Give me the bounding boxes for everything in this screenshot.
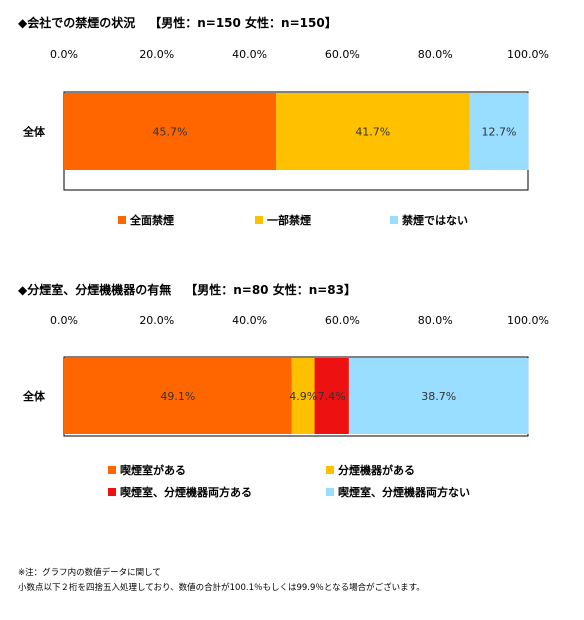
chart1-bar-segment-1 xyxy=(64,93,277,170)
chart2-legend-swatch-smoking-room xyxy=(108,466,116,474)
chart2-bar-segment-1 xyxy=(64,358,292,434)
chart2-legend-item-smoking-room: 喫煙室がある xyxy=(108,462,186,478)
footnote-line-1: ※注：グラフ内の数値データに関して xyxy=(18,568,161,578)
chart2-data-label-1: 49.1% xyxy=(160,390,195,403)
chart1-tick-label: 20.0% xyxy=(139,48,174,61)
chart1-legend-swatch-full-ban xyxy=(118,216,126,224)
chart1-sample-note: 【男性：n=150 女性：n=150】 xyxy=(149,16,337,30)
chart1-tick-label: 80.0% xyxy=(418,48,453,61)
chart2-bar-segment-4 xyxy=(348,358,529,434)
chart1-legend-item-partial-ban: 一部禁煙 xyxy=(255,212,311,228)
chart1-legend-item-full-ban: 全面禁煙 xyxy=(118,212,174,228)
footnote: ※注：グラフ内の数値データに関して 小数点以下２桁を四捨五入処理しており、数値の… xyxy=(18,566,425,596)
chart2-data-label-3: 7.4% xyxy=(318,390,346,403)
chart1-bar-segment-3 xyxy=(469,93,529,170)
chart2-data-label-4: 38.7% xyxy=(421,390,456,403)
chart1-tick-label: 100.0% xyxy=(507,48,549,61)
chart2-legend-label-both: 喫煙室、分煙機器両方ある xyxy=(120,486,252,499)
chart1-legend-label-full-ban: 全面禁煙 xyxy=(130,214,174,227)
footnote-line-2: 小数点以下２桁を四捨五入処理しており、数値の合計が100.1％もしくは99.9％… xyxy=(18,583,425,593)
chart1-title-block: ◆会社での禁煙の状況 【男性：n=150 女性：n=150】 xyxy=(18,14,337,31)
chart2-data-label-2: 4.9% xyxy=(289,390,317,403)
chart1-legend-label-no-ban: 禁煙ではない xyxy=(402,214,468,227)
chart2-tick-label: 20.0% xyxy=(139,314,174,327)
chart1-title: ◆会社での禁煙の状況 xyxy=(18,16,136,30)
chart2-legend-item-both: 喫煙室、分煙機器両方ある xyxy=(108,484,252,500)
chart2-legend-label-neither: 喫煙室、分煙機器両方ない xyxy=(338,486,470,499)
chart1-tick-label: 40.0% xyxy=(232,48,267,61)
chart1-data-label-1: 45.7% xyxy=(153,126,188,139)
chart2-bar-segment-2 xyxy=(291,358,315,434)
chart2-plot: 0.0% 20.0% 40.0% 60.0% 80.0% 100.0% 全体 49.1% 4.9… xyxy=(22,314,549,437)
chart2-title: ◆分煙室、分煙機機器の有無 xyxy=(18,283,172,297)
chart2-legend-swatch-neither xyxy=(326,488,334,496)
chart2-tick-label: 0.0% xyxy=(50,314,78,327)
chart1-legend-item-no-ban: 禁煙ではない xyxy=(390,212,468,228)
chart2-legend-item-neither: 喫煙室、分煙機器両方ない xyxy=(326,484,470,500)
chart2-legend-label-smoking-room: 喫煙室がある xyxy=(120,464,186,477)
chart1-data-label-3: 12.7% xyxy=(482,126,517,139)
chart1-legend: 全面禁煙 一部禁煙 禁煙ではない xyxy=(0,212,584,232)
chart2-tick-label: 100.0% xyxy=(507,314,549,327)
chart2-legend-item-device: 分煙機器がある xyxy=(326,462,415,478)
chart2-tick-label: 60.0% xyxy=(325,314,360,327)
chart2-sample-note: 【男性：n=80 女性：n=83】 xyxy=(185,283,357,297)
chart2-legend-swatch-both xyxy=(108,488,116,496)
chart2-tick-label: 80.0% xyxy=(418,314,453,327)
chart1-tick-label: 60.0% xyxy=(325,48,360,61)
chart1-tick-label: 0.0% xyxy=(50,48,78,61)
chart2-title-block: ◆分煙室、分煙機機器の有無 【男性：n=80 女性：n=83】 xyxy=(18,281,356,298)
chart2-legend-label-device: 分煙機器がある xyxy=(338,464,415,477)
chart2-legend-swatch-device xyxy=(326,466,334,474)
chart2-category-label: 全体 xyxy=(22,389,46,403)
chart2-legend: 喫煙室がある 分煙機器がある 喫煙室、分煙機器両方ある 喫煙室、分煙機器両方ない xyxy=(0,462,584,502)
chart1-data-label-2: 41.7% xyxy=(355,126,390,139)
chart1-bar-segment-2 xyxy=(276,93,470,170)
chart1-category-label: 全体 xyxy=(22,125,46,139)
chart1-plot: 0.0% 20.0% 40.0% 60.0% 80.0% 100.0% 全体 45.7% 41.… xyxy=(22,48,549,191)
chart1-legend-swatch-no-ban xyxy=(390,216,398,224)
chart1-legend-swatch-partial-ban xyxy=(255,216,263,224)
chart2-tick-label: 40.0% xyxy=(232,314,267,327)
chart2-bar-segment-3 xyxy=(314,358,349,434)
chart1-legend-label-partial-ban: 一部禁煙 xyxy=(267,214,311,227)
